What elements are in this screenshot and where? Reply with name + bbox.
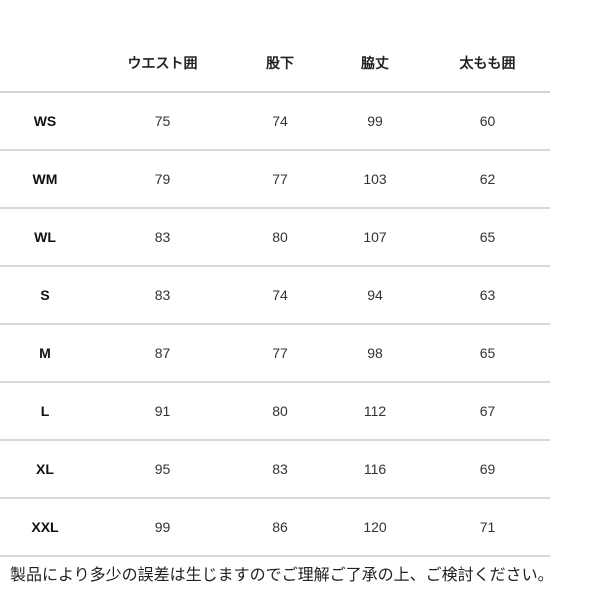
table-cell: 80 [235,382,325,441]
table-cell: 74 [235,92,325,151]
table-cell: 112 [325,382,425,441]
table-cell: 95 [90,440,235,499]
table-row: XXL 99 86 120 71 [0,498,550,557]
table-cell: 120 [325,498,425,557]
column-header: 脇丈 [325,35,425,93]
table-cell: 83 [235,440,325,499]
size-label: WS [0,92,90,151]
table-cell: 63 [425,266,550,325]
table-row: WS 75 74 99 60 [0,92,550,151]
size-table: ウエスト囲 股下 脇丈 太もも囲 WS 75 74 99 60 WM 79 77 103 62 WL 83 8… [0,35,550,557]
table-cell: 65 [425,324,550,383]
column-header: 股下 [235,35,325,93]
table-cell: 87 [90,324,235,383]
table-cell: 83 [90,208,235,267]
table-cell: 60 [425,92,550,151]
size-label: M [0,324,90,383]
table-cell: 71 [425,498,550,557]
table-cell: 62 [425,150,550,209]
table-cell: 74 [235,266,325,325]
table-cell: 67 [425,382,550,441]
table-cell: 98 [325,324,425,383]
table-cell: 77 [235,324,325,383]
table-cell: 75 [90,92,235,151]
size-label: S [0,266,90,325]
column-header [0,35,90,93]
table-cell: 99 [90,498,235,557]
table-cell: 80 [235,208,325,267]
table-row: WM 79 77 103 62 [0,150,550,209]
table-cell: 94 [325,266,425,325]
table-cell: 86 [235,498,325,557]
header-row: ウエスト囲 股下 脇丈 太もも囲 [0,35,550,93]
table-cell: 77 [235,150,325,209]
table-row: L 91 80 112 67 [0,382,550,441]
table-cell: 79 [90,150,235,209]
table-cell: 69 [425,440,550,499]
column-header: ウエスト囲 [90,35,235,93]
table-cell: 99 [325,92,425,151]
table-cell: 107 [325,208,425,267]
table-cell: 65 [425,208,550,267]
size-label: XXL [0,498,90,557]
table-row: WL 83 80 107 65 [0,208,550,267]
column-header: 太もも囲 [425,35,550,93]
size-label: L [0,382,90,441]
size-label: XL [0,440,90,499]
table-cell: 116 [325,440,425,499]
size-label: WL [0,208,90,267]
disclaimer-note: 製品により多少の誤差は生じますのでご理解ご了承の上、ご検討ください。 [10,567,554,584]
table-cell: 83 [90,266,235,325]
table-row: M 87 77 98 65 [0,324,550,383]
table-cell: 91 [90,382,235,441]
size-label: WM [0,150,90,209]
table-row: S 83 74 94 63 [0,266,550,325]
table-cell: 103 [325,150,425,209]
table-row: XL 95 83 116 69 [0,440,550,499]
